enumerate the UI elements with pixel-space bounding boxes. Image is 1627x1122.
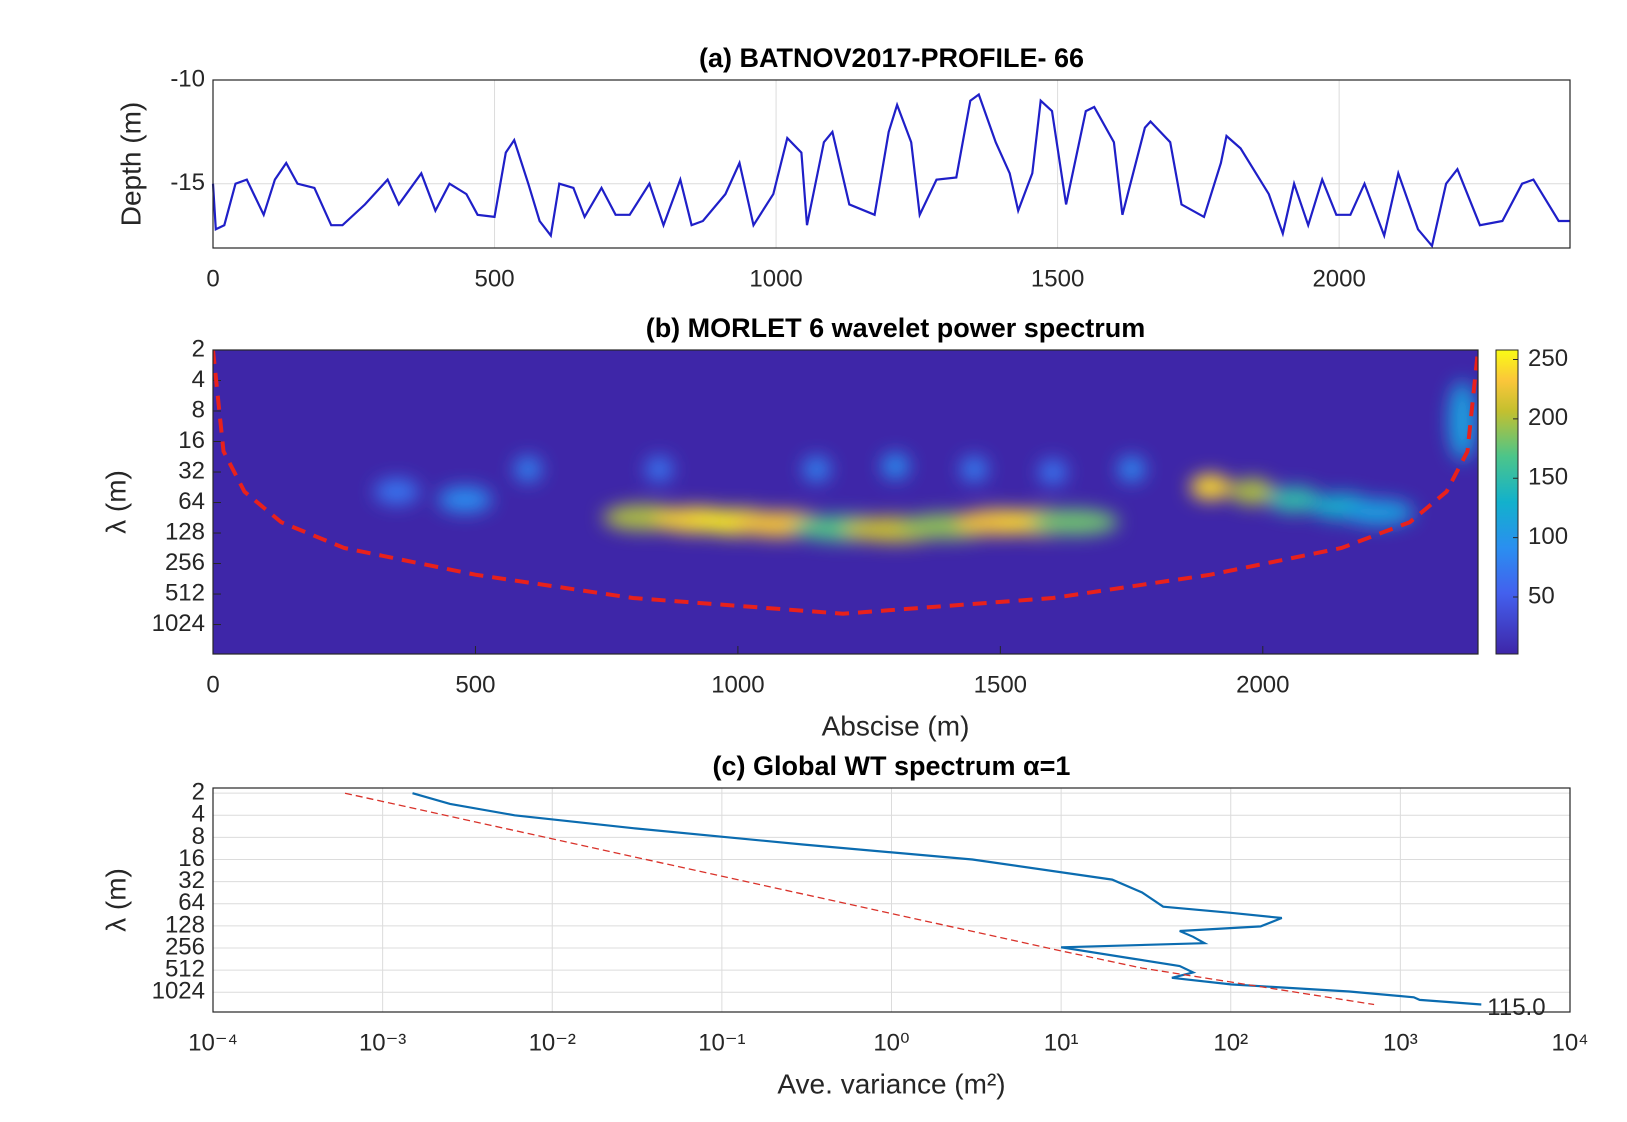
y-tick-label: 256 bbox=[165, 933, 205, 960]
colorbar-tick-label: 250 bbox=[1528, 345, 1568, 372]
x-tick-label: 2000 bbox=[1236, 671, 1289, 698]
power-cell bbox=[513, 456, 542, 483]
colorbar-tick-label: 50 bbox=[1528, 582, 1555, 609]
x-tick-label: 500 bbox=[475, 265, 515, 292]
chart-title: (a) BATNOV2017-PROFILE- 66 bbox=[699, 43, 1084, 73]
x-tick-label: 10⁻³ bbox=[359, 1029, 406, 1056]
x-tick-label: 10⁰ bbox=[873, 1029, 909, 1056]
x-tick-label: 1500 bbox=[974, 671, 1027, 698]
colorbar bbox=[1495, 349, 1519, 655]
y-tick-label: 8 bbox=[192, 396, 205, 423]
plot-frame bbox=[212, 79, 1571, 249]
chart-title: (c) Global WT spectrum α=1 bbox=[713, 751, 1071, 781]
power-cell bbox=[1342, 499, 1415, 526]
y-tick-label: 32 bbox=[178, 457, 205, 484]
power-cell bbox=[437, 486, 492, 513]
y-tick-label: -15 bbox=[170, 169, 205, 196]
y-axis-label: λ (m) bbox=[100, 470, 131, 534]
power-cell bbox=[1267, 486, 1322, 513]
y-tick-label: 16 bbox=[178, 427, 205, 454]
chart-title: (b) MORLET 6 wavelet power spectrum bbox=[646, 313, 1146, 343]
cone-of-influence bbox=[213, 350, 1478, 616]
annotation: 115.0 bbox=[1487, 994, 1545, 1021]
y-tick-label: 1024 bbox=[152, 978, 205, 1005]
heatmap bbox=[213, 350, 1478, 616]
power-cell bbox=[374, 478, 420, 505]
y-tick-label: -10 bbox=[170, 65, 205, 92]
x-tick-label: 0 bbox=[206, 265, 219, 292]
power-cell bbox=[1117, 456, 1146, 483]
y-tick-label: 256 bbox=[165, 549, 205, 576]
y-tick-label: 64 bbox=[178, 889, 205, 916]
power-cell bbox=[960, 456, 989, 483]
x-tick-label: 10² bbox=[1213, 1029, 1248, 1056]
x-tick-label: 10⁴ bbox=[1551, 1029, 1588, 1056]
x-axis-label: Abscise (m) bbox=[822, 710, 970, 741]
plot-area bbox=[213, 350, 1478, 654]
line-series bbox=[211, 92, 1570, 249]
power-cell bbox=[1028, 509, 1119, 536]
power-cell bbox=[1448, 380, 1477, 461]
y-axis-label: λ (m) bbox=[100, 868, 131, 932]
x-tick-label: 1500 bbox=[1031, 265, 1084, 292]
colorbar-tick-label: 100 bbox=[1528, 523, 1568, 550]
power-cell bbox=[645, 456, 674, 483]
y-tick-label: 2 bbox=[192, 335, 205, 362]
y-tick-label: 512 bbox=[165, 579, 205, 606]
y-axis-label: Depth (m) bbox=[115, 102, 146, 226]
x-tick-label: 1000 bbox=[711, 671, 764, 698]
y-tick-label: 128 bbox=[165, 518, 205, 545]
y-tick-label: 4 bbox=[192, 366, 205, 393]
colorbar-tick-label: 150 bbox=[1528, 464, 1568, 491]
x-tick-label: 0 bbox=[206, 671, 219, 698]
line-series bbox=[412, 792, 1482, 1006]
line-series bbox=[344, 792, 1375, 1006]
plot-frame bbox=[212, 349, 1479, 655]
x-tick-label: 10⁻² bbox=[529, 1029, 576, 1056]
power-cell bbox=[1190, 474, 1231, 501]
y-tick-label: 2 bbox=[192, 779, 205, 806]
colorbar-tick-label: 200 bbox=[1528, 404, 1568, 431]
plot-frame bbox=[212, 787, 1571, 1013]
y-tick-label: 4 bbox=[192, 801, 205, 828]
x-tick-label: 10³ bbox=[1383, 1029, 1418, 1056]
y-tick-label: 1024 bbox=[152, 610, 205, 637]
heatmap-blobs bbox=[374, 380, 1477, 543]
power-cell bbox=[802, 456, 831, 483]
x-tick-label: 500 bbox=[455, 671, 495, 698]
x-tick-label: 1000 bbox=[749, 265, 802, 292]
power-cell bbox=[1229, 478, 1275, 505]
x-axis-label: Ave. variance (m²) bbox=[777, 1068, 1005, 1099]
x-tick-label: 10⁻⁴ bbox=[188, 1029, 238, 1056]
x-tick-label: 10¹ bbox=[1044, 1029, 1079, 1056]
y-tick-label: 32 bbox=[178, 867, 205, 894]
x-tick-label: 10⁻¹ bbox=[698, 1029, 745, 1056]
x-tick-label: 2000 bbox=[1312, 265, 1365, 292]
plot-area bbox=[213, 80, 1570, 248]
y-tick-label: 16 bbox=[178, 845, 205, 872]
y-tick-label: 128 bbox=[165, 911, 205, 938]
power-cell bbox=[1038, 459, 1068, 486]
y-tick-label: 8 bbox=[192, 823, 205, 850]
power-cell bbox=[881, 453, 910, 480]
y-tick-label: 64 bbox=[178, 488, 205, 515]
y-tick-label: 512 bbox=[165, 955, 205, 982]
